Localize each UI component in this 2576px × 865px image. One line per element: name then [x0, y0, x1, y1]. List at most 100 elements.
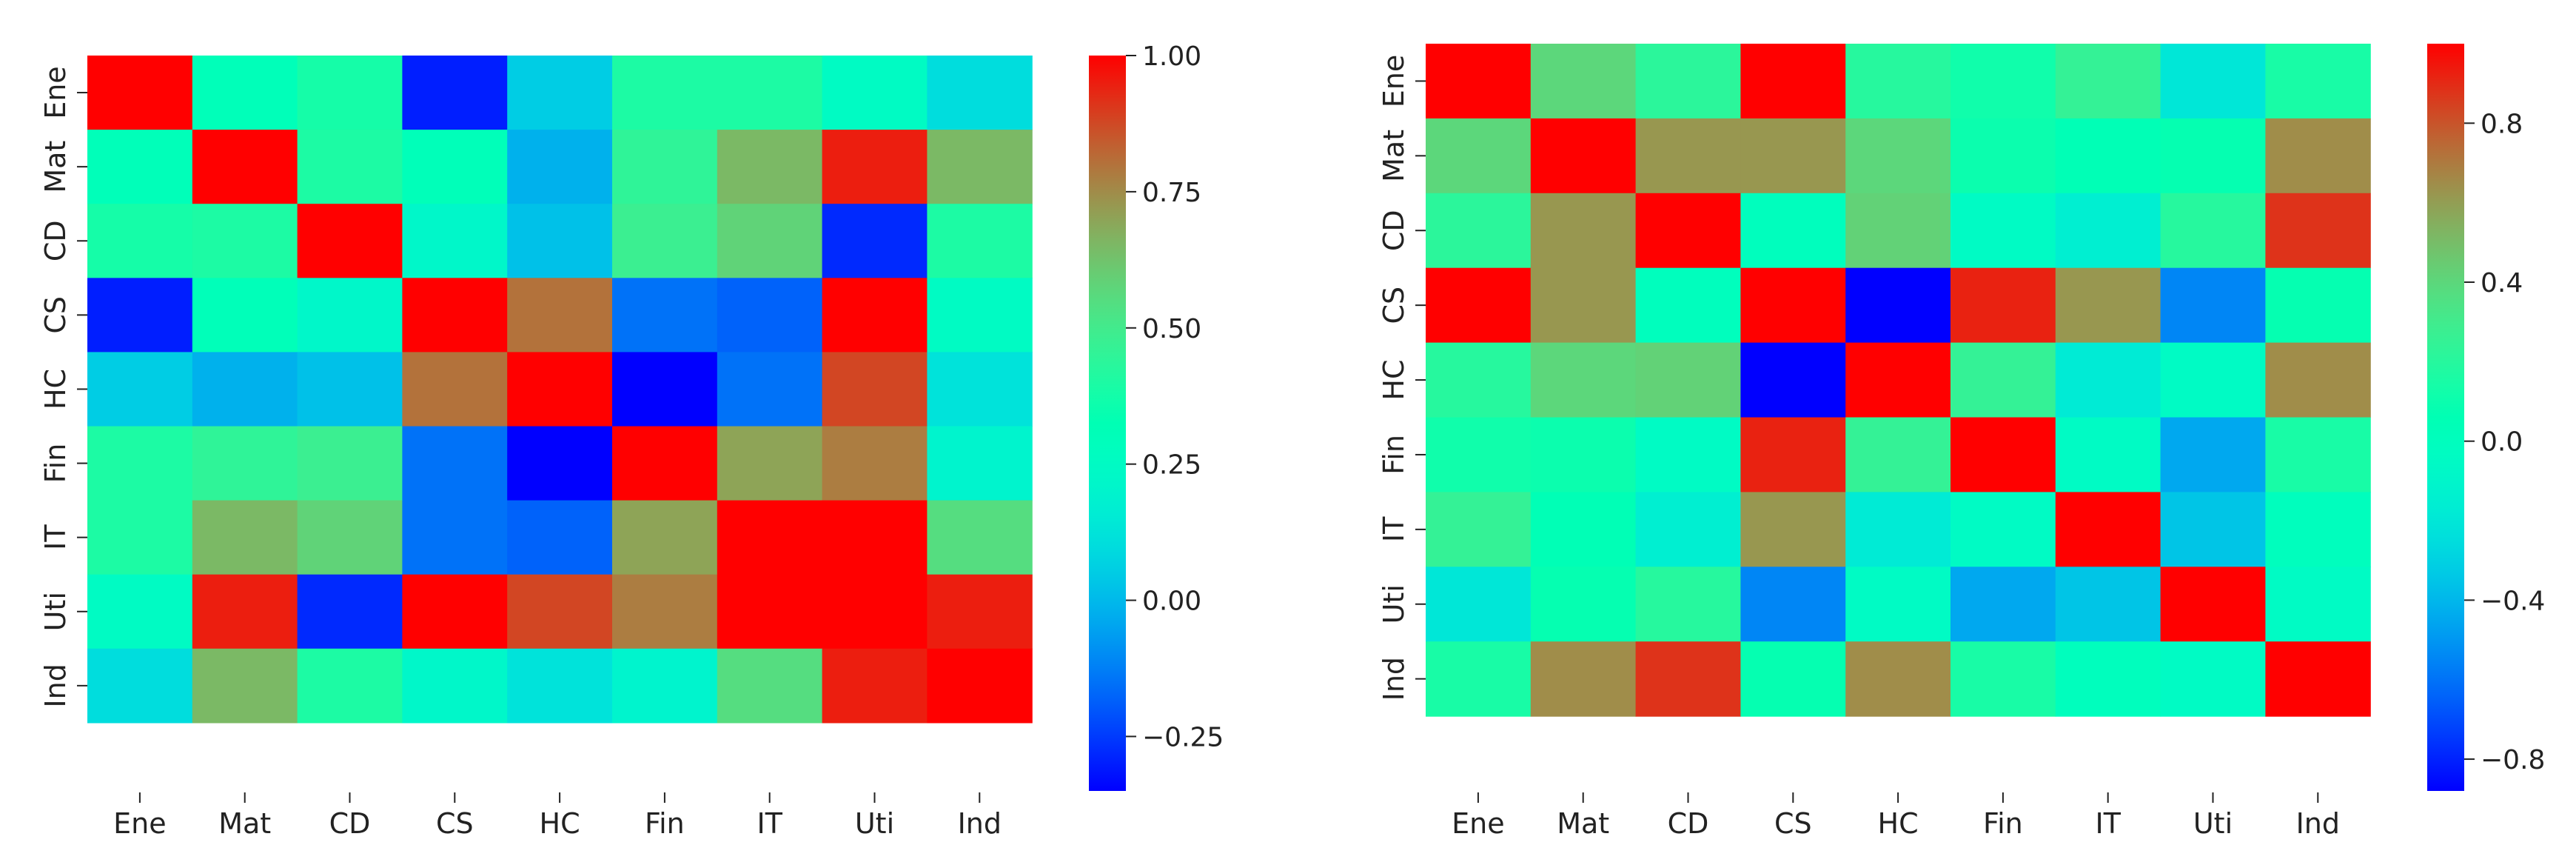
heatmap-cell: [87, 56, 193, 130]
heatmap-cell: [1635, 492, 1741, 567]
heatmap-cell: [2160, 342, 2266, 418]
heatmap-cell: [822, 56, 928, 130]
heatmap-cell: [1740, 267, 1846, 344]
heatmap-cell: [1530, 118, 1637, 194]
heatmap-cell: [2055, 267, 2161, 344]
heatmap-cell: [507, 574, 613, 649]
heatmap-cell: [612, 56, 718, 130]
heatmap-cell: [87, 574, 193, 649]
heatmap-cell: [1845, 118, 1951, 194]
colorbar-tick-label: 0.00: [1142, 587, 1201, 617]
y-tick-label: CD: [39, 220, 72, 261]
heatmap-cell: [927, 352, 1033, 427]
heatmap-cell: [612, 426, 718, 501]
heatmap-cell: [1426, 118, 1532, 194]
y-tick-label: Ind: [1378, 657, 1410, 701]
heatmap-cell: [1845, 193, 1951, 269]
heatmap-cell: [507, 352, 613, 427]
heatmap-cell: [927, 574, 1033, 649]
x-tick-label: IT: [2095, 807, 2121, 840]
y-tick-label: Ene: [39, 66, 72, 118]
heatmap-cell: [1845, 267, 1951, 344]
y-tick-label: Uti: [39, 592, 72, 631]
colorbar-tick-label: 0.25: [1142, 450, 1201, 481]
heatmap-cell: [297, 426, 403, 501]
x-tick-label: CD: [1668, 807, 1709, 840]
colorbar-tick-label: 0.4: [2481, 268, 2523, 298]
colorbar-tick-label: −0.25: [1142, 722, 1224, 752]
heatmap-cell: [822, 574, 928, 649]
heatmap-cell: [1426, 492, 1532, 567]
heatmap-cell: [1635, 567, 1741, 642]
heatmap-cell: [1845, 492, 1951, 567]
heatmap-cell: [927, 426, 1033, 501]
x-tick-label: HC: [540, 807, 580, 840]
heatmap-cell: [507, 500, 613, 575]
heatmap-cell: [612, 204, 718, 278]
heatmap-cell: [87, 500, 193, 575]
y-tick-label: CS: [1378, 287, 1410, 324]
heatmap-cell: [402, 204, 508, 278]
heatmap-cell: [1951, 492, 2056, 567]
heatmap-cell: [822, 352, 928, 427]
heatmap-cell: [192, 500, 298, 575]
y-tick-label: Fin: [39, 444, 72, 484]
heatmap-cell: [2160, 567, 2266, 642]
heatmap-cell: [612, 648, 718, 724]
heatmap-cell: [87, 130, 193, 204]
heatmap-cell: [1740, 417, 1846, 492]
heatmap-cell: [1426, 44, 1532, 119]
x-tick-label: Ind: [958, 807, 1002, 840]
heatmap-cell: [192, 352, 298, 427]
y-tick-label: CS: [39, 296, 72, 334]
heatmap-cell: [2055, 118, 2161, 194]
heatmap-cell: [1740, 567, 1846, 642]
heatmap-cell: [1951, 267, 2056, 344]
heatmap-cell: [717, 574, 823, 649]
x-tick-label: IT: [757, 807, 782, 840]
heatmap-cell: [2055, 567, 2161, 642]
x-tick-label: Fin: [1983, 807, 2023, 840]
x-tick-label: CS: [436, 807, 474, 840]
x-tick-label: Uti: [855, 807, 894, 840]
heatmap-cell: [717, 648, 823, 724]
heatmap-cell: [717, 278, 823, 353]
heatmap-cell: [1845, 417, 1951, 492]
heatmap-cell: [1951, 193, 2056, 269]
heatmap-cell: [1426, 267, 1532, 344]
y-tick-label: Ene: [1378, 55, 1410, 107]
heatmap-cell: [507, 204, 613, 278]
y-tick-label: HC: [1378, 359, 1410, 400]
heatmap-cell: [1951, 44, 2056, 119]
heatmap-cell: [1530, 342, 1637, 418]
heatmap-cell: [1530, 193, 1637, 269]
heatmap-cell: [2160, 492, 2266, 567]
heatmap-cell: [1530, 641, 1637, 717]
x-tick-label: Mat: [1557, 807, 1609, 840]
heatmap-cell: [1740, 492, 1846, 567]
heatmap-cell: [822, 500, 928, 575]
heatmap-cell: [717, 500, 823, 575]
y-tick-label: IT: [1378, 516, 1410, 542]
y-tick-label: Mat: [1378, 130, 1410, 182]
heatmap-cell: [2160, 641, 2266, 717]
heatmap-cell: [2055, 342, 2161, 418]
heatmap-cell: [1426, 567, 1532, 642]
heatmap-cell: [1845, 44, 1951, 119]
heatmap-cell: [822, 204, 928, 278]
heatmap-cell: [2160, 267, 2266, 344]
heatmap-cell: [1740, 641, 1846, 717]
heatmap-cell: [402, 500, 508, 575]
y-tick-label: IT: [39, 524, 72, 550]
colorbar-tick-label: 1.00: [1142, 41, 1201, 72]
heatmap-cell: [927, 278, 1033, 353]
heatmap-cell: [1740, 44, 1846, 119]
heatmap-cell: [297, 500, 403, 575]
colorbar-tick-label: 0.0: [2481, 427, 2523, 458]
x-tick-label: Uti: [2193, 807, 2233, 840]
heatmap-right: Ene Mat CD CS HC Fin IT Uti Ind Ene Mat CD CS HC Fin IT…: [1378, 44, 2545, 840]
heatmap-cell: [87, 352, 193, 427]
heatmap-cell: [927, 500, 1033, 575]
heatmap-cell: [612, 352, 718, 427]
heatmap-cell: [2160, 193, 2266, 269]
